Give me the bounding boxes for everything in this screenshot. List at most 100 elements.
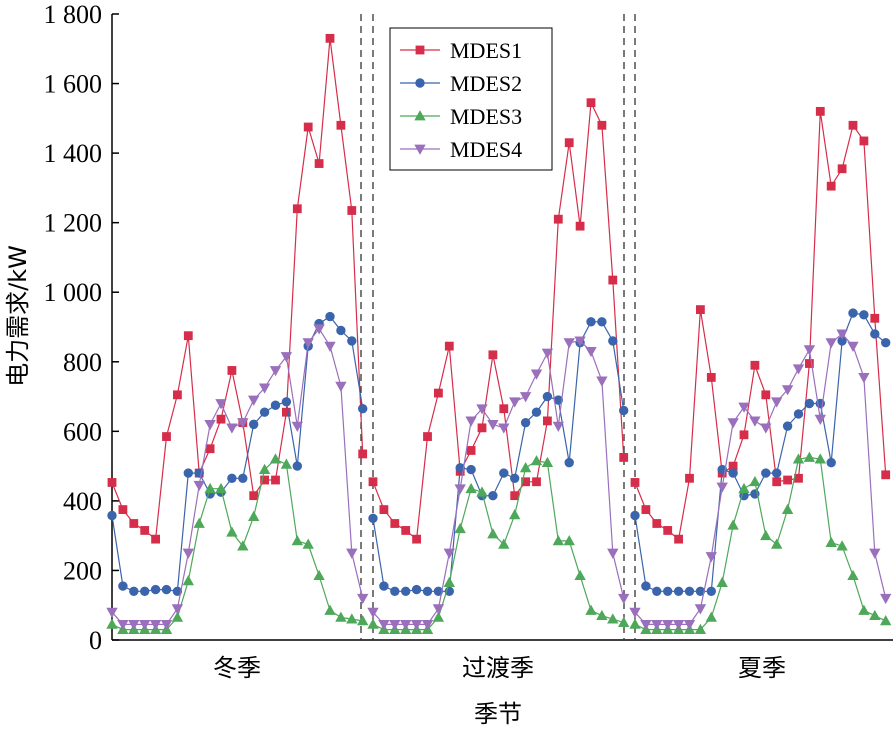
data-point [151,534,161,544]
data-point [585,604,597,615]
data-point [401,526,411,535]
data-point [226,526,238,537]
data-point [324,604,336,615]
data-point [249,491,259,501]
data-point [793,409,804,419]
data-point [619,405,629,416]
data-point [358,404,368,414]
data-point [347,206,357,215]
data-point [204,419,216,431]
data-point [574,336,586,347]
data-point [162,432,171,441]
data-point [597,317,607,327]
data-point [805,359,814,368]
data-point [455,463,465,473]
y-ticks: 0 200 400 600 800 1 000 1 200 1 400 1 600 1 800 [44,0,119,655]
data-point [792,453,805,464]
data-point [432,604,445,615]
data-point [314,159,324,168]
data-point [303,122,313,132]
data-point [368,477,378,487]
data-point [727,519,739,530]
data-point [694,604,707,615]
data-point [847,341,859,352]
data-point [663,586,673,597]
data-point [335,611,347,622]
legend-marker [415,78,425,88]
data-point [880,593,892,605]
data-point [421,619,434,631]
data-point [694,623,707,634]
data-point [880,615,892,626]
data-point [596,376,608,387]
data-point [783,475,792,485]
data-point [465,416,477,427]
data-point [761,468,771,478]
data-point [552,421,564,432]
data-point [552,535,564,546]
data-point [183,468,194,478]
y-tick-label: 1 800 [44,0,103,29]
data-point [149,619,162,631]
data-point [325,311,335,322]
data-point [488,350,498,360]
data-point [172,586,183,597]
series-line [111,38,364,541]
data-point [227,366,237,375]
data-point [498,423,510,434]
data-point [848,120,858,130]
data-point [454,484,466,495]
data-point [727,418,739,429]
data-point [476,486,488,497]
data-point [858,604,870,615]
data-point [182,548,194,559]
data-point [608,275,618,285]
data-point [280,458,293,469]
data-point [389,619,401,631]
data-point [129,519,139,528]
data-point [651,619,663,631]
y-tick-label: 1 600 [44,70,103,99]
y-tick-label: 600 [63,417,102,446]
data-point [858,373,870,384]
data-point [510,491,520,501]
data-point [248,419,259,430]
data-point [454,522,466,534]
data-point [160,619,173,631]
data-point [150,584,161,595]
data-point [673,586,684,597]
y-axis-title: 电力需求/kW [4,245,32,387]
y-tick-label: 1 000 [44,278,103,307]
data-point [674,534,683,544]
data-point [531,407,542,417]
data-point [412,534,422,544]
data-point [814,414,826,425]
y-tick-label: 0 [89,626,102,655]
data-point [772,477,782,487]
data-point [641,505,651,514]
data-point [607,548,619,559]
data-point [640,619,652,631]
data-point [498,538,510,549]
data-point [378,619,390,631]
data-point [193,517,205,528]
data-point [530,455,543,466]
data-point [280,352,293,363]
series-line [372,321,625,592]
data-point [204,482,216,494]
data-point [739,430,749,440]
data-point [541,348,554,359]
data-point [410,619,423,631]
data-point [357,593,369,605]
data-point [281,407,291,417]
data-point [509,508,521,520]
data-point [772,468,782,478]
data-point [205,444,215,454]
data-point [161,584,172,595]
data-point [706,586,717,597]
data-point [881,470,891,480]
data-point [248,395,260,406]
data-point [347,336,357,346]
data-point [302,338,314,349]
